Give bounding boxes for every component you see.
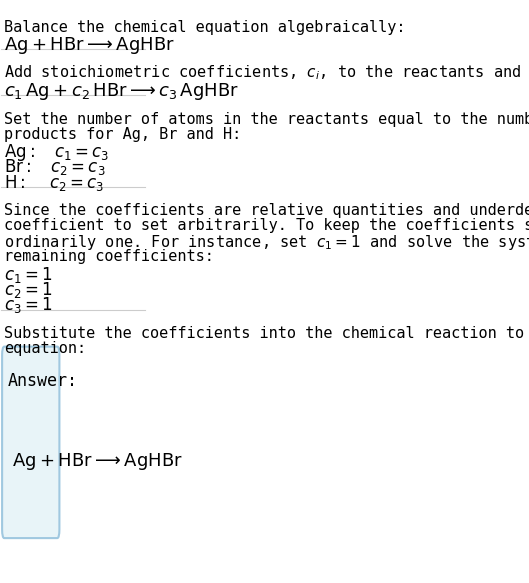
Text: $\mathrm{Ag:}\quad c_1 = c_3$: $\mathrm{Ag:}\quad c_1 = c_3$ [4, 142, 110, 163]
FancyBboxPatch shape [2, 347, 59, 538]
Text: Add stoichiometric coefficients, $c_i$, to the reactants and products:: Add stoichiometric coefficients, $c_i$, … [4, 64, 529, 82]
Text: $\mathrm{H:}\quad\; c_2 = c_3$: $\mathrm{H:}\quad\; c_2 = c_3$ [4, 173, 105, 192]
Text: Set the number of atoms in the reactants equal to the number of atoms in the: Set the number of atoms in the reactants… [4, 111, 529, 127]
Text: $c_3 = 1$: $c_3 = 1$ [4, 295, 53, 315]
Text: Since the coefficients are relative quantities and underdetermined, choose a: Since the coefficients are relative quan… [4, 203, 529, 218]
Text: $\mathrm{Ag + HBr} \longrightarrow \mathrm{AgHBr}$: $\mathrm{Ag + HBr} \longrightarrow \math… [4, 35, 175, 56]
Text: equation:: equation: [4, 342, 86, 356]
Text: $c_2 = 1$: $c_2 = 1$ [4, 280, 53, 300]
Text: remaining coefficients:: remaining coefficients: [4, 248, 214, 264]
Text: Balance the chemical equation algebraically:: Balance the chemical equation algebraica… [4, 20, 406, 35]
Text: $c_1\,\mathrm{Ag} + c_2\,\mathrm{HBr} \longrightarrow c_3\,\mathrm{AgHBr}$: $c_1\,\mathrm{Ag} + c_2\,\mathrm{HBr} \l… [4, 81, 239, 102]
Text: $\mathrm{Br:}\quad c_2 = c_3$: $\mathrm{Br:}\quad c_2 = c_3$ [4, 157, 106, 177]
Text: Substitute the coefficients into the chemical reaction to obtain the balanced: Substitute the coefficients into the che… [4, 326, 529, 341]
Text: products for Ag, Br and H:: products for Ag, Br and H: [4, 127, 242, 142]
Text: $\mathrm{Ag + HBr} \longrightarrow \mathrm{AgHBr}$: $\mathrm{Ag + HBr} \longrightarrow \math… [12, 451, 183, 472]
Text: Answer:: Answer: [8, 371, 78, 389]
Text: $c_1 = 1$: $c_1 = 1$ [4, 265, 53, 285]
Text: coefficient to set arbitrarily. To keep the coefficients small, the arbitrary va: coefficient to set arbitrarily. To keep … [4, 219, 529, 233]
Text: ordinarily one. For instance, set $c_1 = 1$ and solve the system of equations fo: ordinarily one. For instance, set $c_1 =… [4, 233, 529, 252]
